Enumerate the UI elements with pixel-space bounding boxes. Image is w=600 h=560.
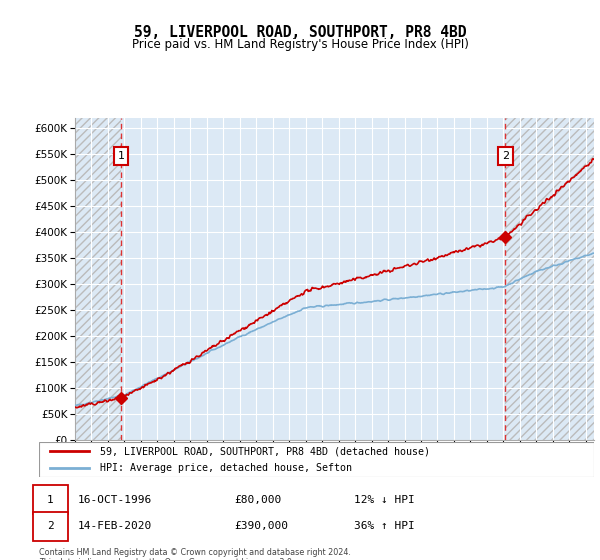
Text: 59, LIVERPOOL ROAD, SOUTHPORT, PR8 4BD: 59, LIVERPOOL ROAD, SOUTHPORT, PR8 4BD — [134, 25, 466, 40]
FancyBboxPatch shape — [39, 442, 594, 477]
Text: 16-OCT-1996: 16-OCT-1996 — [78, 494, 152, 505]
Text: 1: 1 — [118, 151, 124, 161]
Text: Contains HM Land Registry data © Crown copyright and database right 2024.
This d: Contains HM Land Registry data © Crown c… — [39, 548, 351, 560]
Text: £390,000: £390,000 — [234, 521, 288, 531]
Text: 1: 1 — [47, 494, 54, 505]
Bar — [505, 118, 594, 440]
Text: Price paid vs. HM Land Registry's House Price Index (HPI): Price paid vs. HM Land Registry's House … — [131, 38, 469, 52]
Text: 12% ↓ HPI: 12% ↓ HPI — [354, 494, 415, 505]
Text: HPI: Average price, detached house, Sefton: HPI: Average price, detached house, Seft… — [100, 463, 352, 473]
Bar — [75, 118, 121, 440]
Text: 36% ↑ HPI: 36% ↑ HPI — [354, 521, 415, 531]
Text: 2: 2 — [502, 151, 509, 161]
Text: 2: 2 — [47, 521, 54, 531]
Text: £80,000: £80,000 — [234, 494, 281, 505]
Text: 14-FEB-2020: 14-FEB-2020 — [78, 521, 152, 531]
Text: 59, LIVERPOOL ROAD, SOUTHPORT, PR8 4BD (detached house): 59, LIVERPOOL ROAD, SOUTHPORT, PR8 4BD (… — [100, 446, 430, 456]
